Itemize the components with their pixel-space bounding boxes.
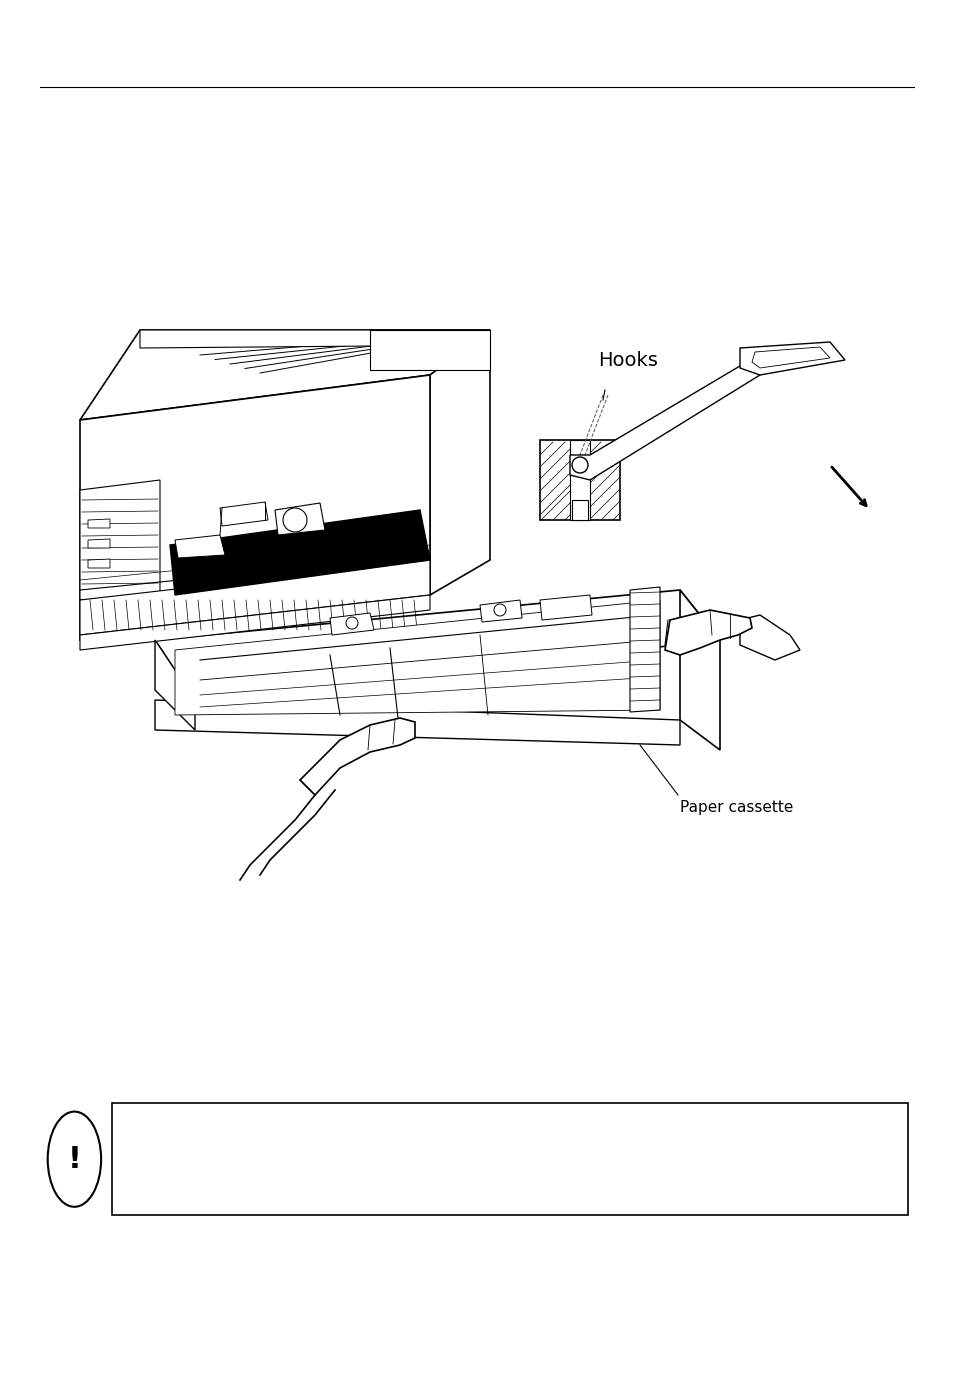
Circle shape bbox=[572, 456, 587, 473]
Polygon shape bbox=[80, 595, 430, 650]
Polygon shape bbox=[539, 595, 592, 620]
Ellipse shape bbox=[48, 1112, 101, 1207]
Polygon shape bbox=[154, 700, 679, 745]
Polygon shape bbox=[88, 539, 110, 547]
Polygon shape bbox=[629, 587, 659, 713]
Polygon shape bbox=[430, 330, 490, 595]
Polygon shape bbox=[140, 330, 490, 349]
Polygon shape bbox=[479, 601, 521, 622]
Polygon shape bbox=[80, 480, 160, 601]
Polygon shape bbox=[572, 500, 587, 519]
Polygon shape bbox=[154, 589, 720, 700]
Polygon shape bbox=[154, 640, 194, 729]
Polygon shape bbox=[740, 342, 844, 375]
Polygon shape bbox=[664, 610, 751, 655]
Polygon shape bbox=[679, 589, 720, 750]
Text: Hooks: Hooks bbox=[598, 351, 658, 370]
Polygon shape bbox=[174, 601, 659, 715]
Text: Paper cassette: Paper cassette bbox=[679, 799, 793, 815]
Polygon shape bbox=[80, 375, 430, 640]
Polygon shape bbox=[170, 510, 430, 595]
Polygon shape bbox=[751, 347, 829, 368]
Polygon shape bbox=[740, 615, 800, 659]
Polygon shape bbox=[299, 718, 415, 795]
Bar bbox=[112, 1103, 907, 1215]
Polygon shape bbox=[330, 613, 374, 636]
Polygon shape bbox=[88, 559, 110, 568]
Polygon shape bbox=[539, 440, 619, 519]
Polygon shape bbox=[569, 360, 760, 480]
Text: !: ! bbox=[68, 1145, 81, 1173]
Polygon shape bbox=[569, 440, 589, 519]
Polygon shape bbox=[80, 330, 490, 420]
Polygon shape bbox=[80, 560, 430, 636]
Polygon shape bbox=[220, 503, 268, 526]
Polygon shape bbox=[88, 519, 110, 528]
Polygon shape bbox=[274, 503, 325, 535]
Polygon shape bbox=[370, 330, 490, 370]
Polygon shape bbox=[174, 535, 225, 559]
